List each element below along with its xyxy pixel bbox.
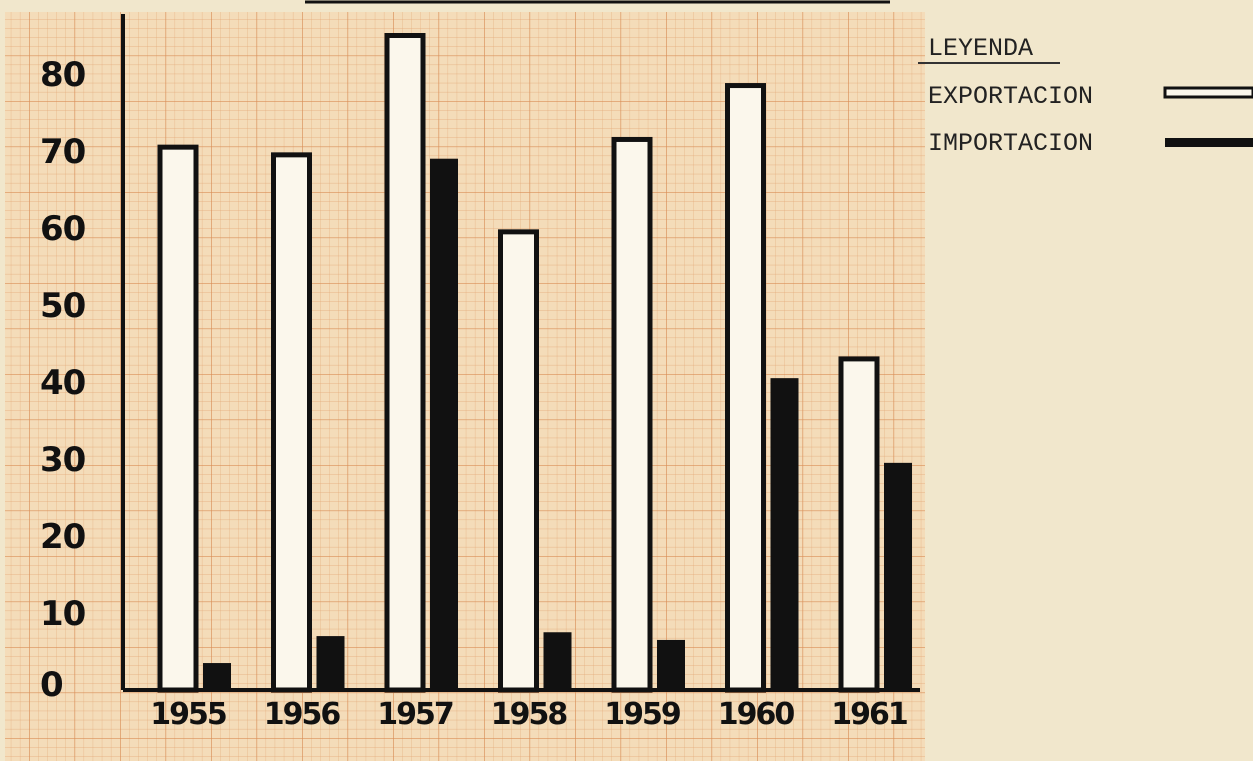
y-axis-ticks: 0 10 20 30 40 50 60 70 80 — [40, 55, 87, 705]
y-tick-label-80: 80 — [40, 55, 86, 95]
bar-exportacion-1958 — [498, 229, 539, 693]
x-tick-label-1957: 1957 — [377, 697, 453, 732]
x-tick-label-1960: 1960 — [718, 697, 795, 732]
y-tick-label-40: 40 — [40, 363, 86, 403]
bar-importacion-1955 — [203, 663, 231, 690]
y-tick-label-20: 20 — [40, 517, 86, 557]
legend-swatch-exportacion — [1163, 86, 1253, 99]
x-tick-label-1955: 1955 — [150, 697, 226, 732]
y-tick-label-0: 0 — [40, 665, 63, 705]
y-tick-label-10: 10 — [40, 594, 86, 634]
bar-importacion-1958 — [543, 632, 572, 690]
bar-importacion-1957 — [430, 158, 458, 690]
bar-exportacion-1961 — [838, 356, 880, 693]
bar-importacion-1961 — [884, 462, 912, 690]
legend-label-importacion: IMPORTACION — [928, 129, 1093, 158]
bar-importacion-1959 — [657, 639, 685, 690]
x-tick-label-1956: 1956 — [264, 697, 341, 732]
x-tick-label-1958: 1958 — [491, 697, 568, 732]
x-tick-label-1961: 1961 — [831, 697, 907, 732]
x-axis-ticks: 1955 1956 1957 1958 1959 1960 1961 — [150, 697, 909, 732]
x-tick-label-1959: 1959 — [604, 697, 680, 732]
bar-importacion-1956 — [316, 636, 345, 690]
legend: LEYENDA EXPORTACION IMPORTACION — [918, 34, 1253, 158]
y-tick-label-70: 70 — [40, 132, 86, 172]
y-tick-label-30: 30 — [40, 440, 86, 480]
bar-exportacion-1960 — [725, 83, 766, 693]
bar-exportacion-1957 — [384, 33, 426, 693]
legend-swatch-importacion — [1165, 138, 1253, 147]
y-tick-label-60: 60 — [40, 209, 86, 249]
bar-exportacion-1959 — [611, 136, 653, 693]
bar-importacion-1960 — [770, 378, 799, 690]
bar-exportacion-1955 — [157, 144, 199, 693]
legend-title: LEYENDA — [928, 34, 1033, 63]
legend-label-exportacion: EXPORTACION — [928, 82, 1093, 111]
bar-exportacion-1956 — [271, 152, 312, 693]
y-tick-label-50: 50 — [40, 286, 86, 326]
